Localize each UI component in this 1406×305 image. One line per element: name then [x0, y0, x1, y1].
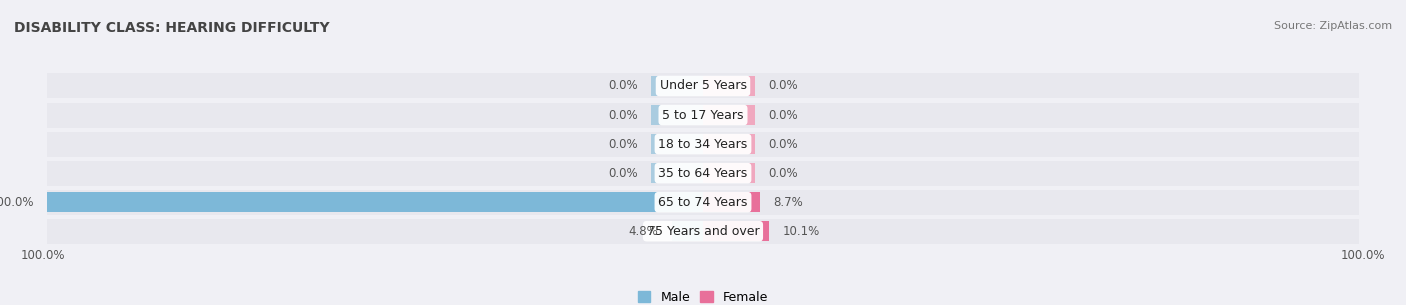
Legend: Male, Female: Male, Female [633, 286, 773, 305]
Text: 100.0%: 100.0% [0, 196, 34, 209]
Text: 35 to 64 Years: 35 to 64 Years [658, 167, 748, 180]
Text: 0.0%: 0.0% [769, 80, 799, 92]
Bar [46, 102, 1360, 127]
Bar [46, 131, 1360, 156]
Bar [46, 74, 1360, 99]
Text: 0.0%: 0.0% [607, 167, 637, 180]
Bar [672, 221, 703, 241]
Bar [703, 105, 755, 125]
Text: 4.8%: 4.8% [628, 225, 658, 238]
Bar [46, 219, 1360, 244]
Text: Source: ZipAtlas.com: Source: ZipAtlas.com [1274, 21, 1392, 31]
Bar [46, 190, 1360, 215]
Bar [651, 134, 703, 154]
Text: 18 to 34 Years: 18 to 34 Years [658, 138, 748, 151]
Text: DISABILITY CLASS: HEARING DIFFICULTY: DISABILITY CLASS: HEARING DIFFICULTY [14, 21, 329, 35]
Text: 0.0%: 0.0% [607, 80, 637, 92]
Bar [703, 76, 755, 96]
Text: 0.0%: 0.0% [769, 109, 799, 121]
Bar [46, 161, 1360, 186]
Text: Under 5 Years: Under 5 Years [659, 80, 747, 92]
Text: 0.0%: 0.0% [607, 138, 637, 151]
Bar [46, 192, 703, 212]
Text: 5 to 17 Years: 5 to 17 Years [662, 109, 744, 121]
Text: 10.1%: 10.1% [782, 225, 820, 238]
Bar [651, 76, 703, 96]
Bar [703, 192, 761, 212]
Text: 65 to 74 Years: 65 to 74 Years [658, 196, 748, 209]
Bar [651, 163, 703, 183]
Text: 100.0%: 100.0% [21, 249, 65, 262]
Text: 75 Years and over: 75 Years and over [647, 225, 759, 238]
Text: 100.0%: 100.0% [1341, 249, 1385, 262]
Bar [703, 134, 755, 154]
Text: 0.0%: 0.0% [769, 138, 799, 151]
Bar [703, 163, 755, 183]
Text: 0.0%: 0.0% [769, 167, 799, 180]
Text: 8.7%: 8.7% [773, 196, 803, 209]
Bar [651, 105, 703, 125]
Bar [703, 221, 769, 241]
Text: 0.0%: 0.0% [607, 109, 637, 121]
